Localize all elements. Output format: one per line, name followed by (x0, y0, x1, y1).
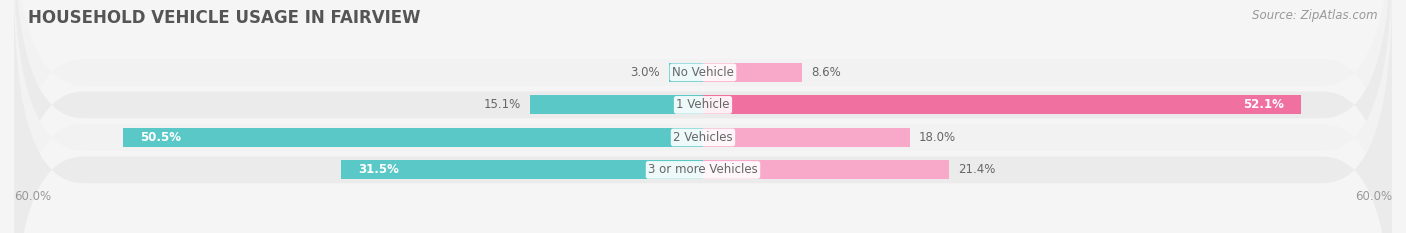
Text: 3.0%: 3.0% (630, 66, 659, 79)
Bar (530, 96, 703, 114)
Bar (342, 161, 703, 179)
FancyBboxPatch shape (14, 0, 1392, 233)
Text: 60.0%: 60.0% (14, 190, 51, 203)
Text: 1 Vehicle: 1 Vehicle (676, 98, 730, 111)
Bar (703, 161, 949, 179)
Text: Source: ZipAtlas.com: Source: ZipAtlas.com (1253, 9, 1378, 22)
Text: 60.0%: 60.0% (1355, 190, 1392, 203)
Bar (669, 63, 703, 82)
Text: 2 Vehicles: 2 Vehicles (673, 131, 733, 144)
Bar (703, 63, 801, 82)
Bar (703, 96, 1301, 114)
FancyBboxPatch shape (14, 0, 1392, 233)
Text: 21.4%: 21.4% (957, 163, 995, 176)
FancyBboxPatch shape (14, 0, 1392, 233)
FancyBboxPatch shape (14, 0, 1392, 233)
Text: HOUSEHOLD VEHICLE USAGE IN FAIRVIEW: HOUSEHOLD VEHICLE USAGE IN FAIRVIEW (28, 9, 420, 27)
Text: 8.6%: 8.6% (811, 66, 841, 79)
Text: 3 or more Vehicles: 3 or more Vehicles (648, 163, 758, 176)
Text: No Vehicle: No Vehicle (672, 66, 734, 79)
Bar (703, 128, 910, 147)
Text: 18.0%: 18.0% (920, 131, 956, 144)
Text: 15.1%: 15.1% (484, 98, 520, 111)
Text: 31.5%: 31.5% (359, 163, 399, 176)
Text: 50.5%: 50.5% (141, 131, 181, 144)
Bar (124, 128, 703, 147)
Text: 52.1%: 52.1% (1243, 98, 1284, 111)
